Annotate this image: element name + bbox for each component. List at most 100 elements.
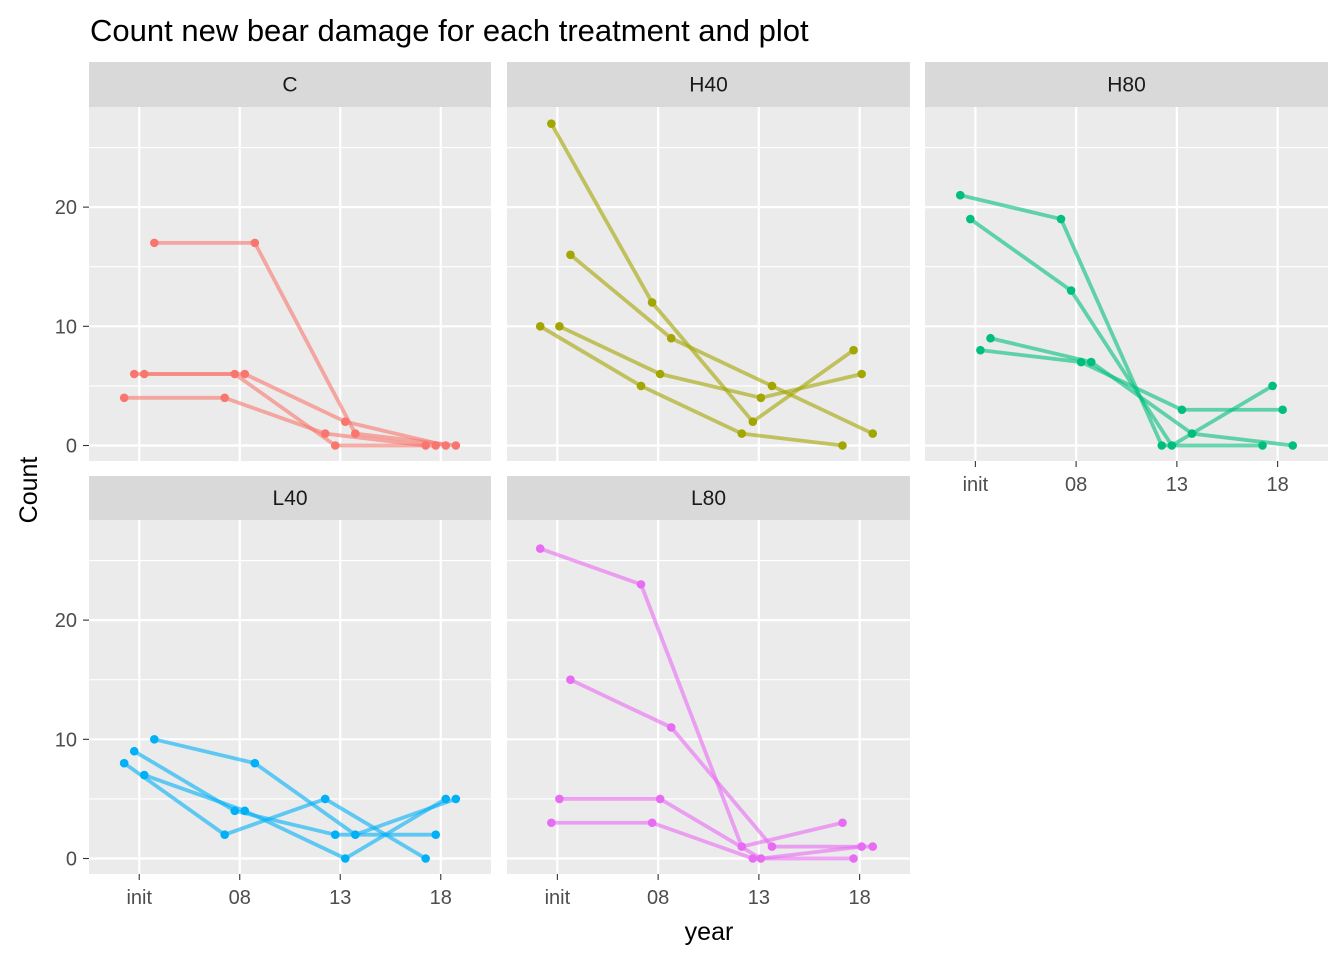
data-point-c-4-08 bbox=[251, 239, 260, 248]
data-point-h80-1-18 bbox=[1258, 441, 1267, 450]
data-point-h80-4-08 bbox=[1087, 358, 1096, 367]
data-point-l80-3-18 bbox=[857, 842, 866, 851]
y-tick-label-0: 0 bbox=[66, 849, 77, 871]
panel-background-l40 bbox=[89, 520, 491, 874]
data-point-h40-3-08 bbox=[656, 370, 665, 379]
data-point-h80-1-init bbox=[956, 191, 965, 200]
data-point-c-3-13 bbox=[341, 417, 350, 426]
data-point-c-1-18 bbox=[421, 441, 430, 450]
y-tick-label-0: 0 bbox=[66, 436, 77, 458]
data-point-h80-2-init bbox=[966, 215, 975, 224]
data-point-h40-1-13 bbox=[737, 429, 746, 438]
data-point-c-2-init bbox=[130, 370, 139, 379]
data-point-c-4-18 bbox=[452, 441, 461, 450]
data-point-c-1-13 bbox=[321, 429, 330, 438]
data-point-l40-1-init bbox=[120, 759, 129, 768]
data-point-l40-4-18 bbox=[452, 795, 461, 804]
data-point-l80-2-18 bbox=[849, 854, 858, 863]
data-point-h40-2-13 bbox=[749, 417, 758, 426]
data-point-l80-4-init bbox=[566, 675, 575, 684]
x-tick-label-18: 18 bbox=[1267, 474, 1289, 496]
data-point-l80-4-13 bbox=[768, 842, 777, 851]
data-point-h80-2-13 bbox=[1168, 441, 1177, 450]
data-point-l80-3-init bbox=[555, 795, 564, 804]
y-axis-title: Count bbox=[15, 457, 43, 524]
data-point-c-1-08 bbox=[220, 394, 229, 403]
x-tick-label-init: init bbox=[126, 887, 152, 909]
data-point-h40-4-08 bbox=[667, 334, 676, 343]
x-tick-label-08: 08 bbox=[647, 887, 669, 909]
data-point-h80-1-13 bbox=[1157, 441, 1166, 450]
data-point-c-3-18 bbox=[441, 441, 450, 450]
y-tick-label-10: 10 bbox=[55, 316, 77, 338]
data-point-h80-3-init bbox=[976, 346, 985, 355]
data-point-l40-2-08 bbox=[230, 807, 239, 816]
data-point-h40-2-init bbox=[547, 119, 556, 128]
data-point-c-2-13 bbox=[331, 441, 340, 450]
data-point-l40-4-13 bbox=[351, 830, 360, 839]
x-tick-label-init: init bbox=[963, 474, 989, 496]
data-point-h40-4-18 bbox=[868, 429, 877, 438]
data-point-l80-2-08 bbox=[648, 818, 657, 827]
data-point-l40-3-18 bbox=[441, 795, 450, 804]
data-point-l40-4-init bbox=[150, 735, 159, 744]
data-point-h40-2-08 bbox=[648, 298, 657, 307]
data-point-c-4-13 bbox=[351, 429, 360, 438]
strip-label-l80: L80 bbox=[691, 487, 726, 510]
data-point-l80-1-18 bbox=[838, 818, 847, 827]
x-tick-label-08: 08 bbox=[229, 887, 251, 909]
data-point-l80-4-18 bbox=[868, 842, 877, 851]
x-tick-label-18: 18 bbox=[849, 887, 871, 909]
data-point-h80-2-08 bbox=[1067, 286, 1076, 295]
data-point-l80-1-13 bbox=[737, 842, 746, 851]
data-point-h40-4-init bbox=[566, 250, 575, 259]
data-point-c-3-init bbox=[140, 370, 149, 379]
data-point-h80-3-08 bbox=[1077, 358, 1086, 367]
data-point-l80-1-08 bbox=[637, 580, 646, 589]
y-tick-label-20: 20 bbox=[55, 610, 77, 632]
data-point-l40-1-08 bbox=[220, 830, 229, 839]
y-tick-label-10: 10 bbox=[55, 729, 77, 751]
data-point-h40-3-init bbox=[555, 322, 564, 331]
data-point-h40-3-13 bbox=[757, 394, 766, 403]
panel-c: C 0 10 20 bbox=[55, 62, 491, 461]
data-point-h80-4-13 bbox=[1188, 429, 1197, 438]
data-point-l40-3-08 bbox=[240, 807, 249, 816]
x-tick-label-08: 08 bbox=[1065, 474, 1087, 496]
data-point-l40-3-init bbox=[140, 771, 149, 780]
y-tick-label-20: 20 bbox=[55, 197, 77, 219]
data-point-c-3-08 bbox=[240, 370, 249, 379]
data-point-h80-3-13 bbox=[1178, 405, 1187, 414]
panel-l80: L80 init 08 13 18 bbox=[507, 476, 910, 909]
data-point-l80-2-init bbox=[547, 818, 556, 827]
x-tick-label-13: 13 bbox=[1166, 474, 1188, 496]
strip-label-h80: H80 bbox=[1107, 74, 1146, 97]
data-point-h40-1-08 bbox=[637, 382, 646, 391]
strip-label-l40: L40 bbox=[272, 487, 307, 510]
data-point-l40-1-13 bbox=[321, 795, 330, 804]
data-point-l80-4-08 bbox=[667, 723, 676, 732]
data-point-l80-1-init bbox=[536, 544, 545, 553]
data-point-l40-2-18 bbox=[431, 830, 440, 839]
data-point-c-1-init bbox=[120, 394, 129, 403]
x-tick-label-init: init bbox=[545, 887, 571, 909]
x-tick-label-18: 18 bbox=[430, 887, 452, 909]
panel-background-h40 bbox=[507, 107, 910, 461]
strip-label-c: C bbox=[282, 74, 297, 97]
data-point-h40-4-13 bbox=[768, 382, 777, 391]
data-point-c-4-init bbox=[150, 239, 159, 248]
data-point-h40-3-18 bbox=[857, 370, 866, 379]
data-point-l80-3-13 bbox=[757, 854, 766, 863]
data-point-h80-2-18 bbox=[1268, 382, 1277, 391]
strip-label-h40: H40 bbox=[689, 74, 728, 97]
data-point-h80-4-18 bbox=[1288, 441, 1297, 450]
panel-h80: H80 init 08 13 18 bbox=[925, 62, 1328, 496]
data-point-h40-2-18 bbox=[849, 346, 858, 355]
data-point-c-2-08 bbox=[230, 370, 239, 379]
chart-title: Count new bear damage for each treatment… bbox=[90, 13, 809, 48]
data-point-h80-4-init bbox=[986, 334, 995, 343]
data-point-l40-3-13 bbox=[341, 854, 350, 863]
data-point-l80-3-08 bbox=[656, 795, 665, 804]
data-point-h40-1-18 bbox=[838, 441, 847, 450]
